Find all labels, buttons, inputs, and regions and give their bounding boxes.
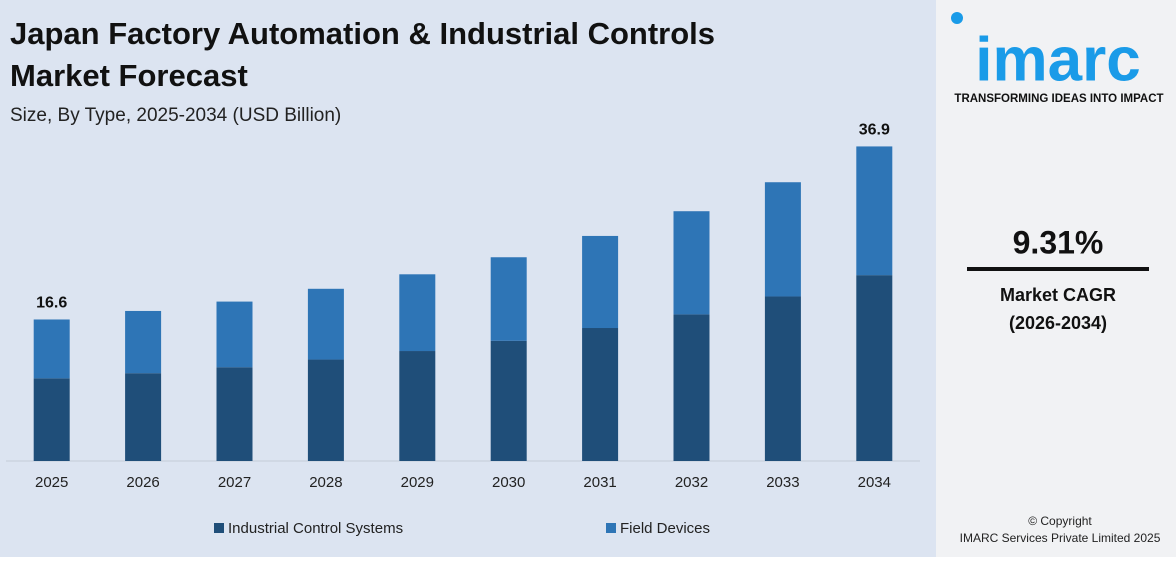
x-tick-label: 2025 xyxy=(35,474,68,491)
bar-segment xyxy=(33,319,70,379)
legend-label: Field Devices xyxy=(620,520,710,537)
total-label: 36.9 xyxy=(859,122,890,139)
bar-segment xyxy=(307,288,344,360)
bar-segment xyxy=(856,146,893,276)
total-label: 16.6 xyxy=(36,295,67,312)
bar-segment xyxy=(764,296,801,461)
bar-segment xyxy=(399,274,436,352)
x-tick-label: 2026 xyxy=(126,474,159,491)
logo-dot xyxy=(951,12,963,24)
logo: imarc xyxy=(975,25,1140,94)
bar-segment xyxy=(307,359,344,461)
x-tick-label: 2031 xyxy=(583,474,616,491)
legend-swatch xyxy=(606,523,616,533)
bar-segment xyxy=(673,211,710,315)
x-tick-label: 2028 xyxy=(309,474,342,491)
cagr-divider xyxy=(967,267,1149,271)
bar-segment xyxy=(490,340,527,461)
bar-segment xyxy=(582,235,619,329)
legend-label: Industrial Control Systems xyxy=(228,520,403,537)
cagr-value: 9.31% xyxy=(1013,224,1104,260)
bar-segment xyxy=(125,310,162,374)
bar-segment xyxy=(673,314,710,461)
x-tick-label: 2032 xyxy=(675,474,708,491)
bar-segment xyxy=(399,351,436,461)
cagr-period: (2026-2034) xyxy=(1009,313,1107,333)
chart-title: Japan Factory Automation & Industrial Co… xyxy=(10,16,715,93)
copyright: © Copyright xyxy=(1028,514,1092,528)
x-tick-label: 2030 xyxy=(492,474,525,491)
bar-segment xyxy=(216,367,253,461)
bar-segment xyxy=(764,182,801,297)
cagr-label: Market CAGR xyxy=(1000,285,1116,305)
x-tick-label: 2029 xyxy=(401,474,434,491)
chart-subtitle: Size, By Type, 2025-2034 (USD Billion) xyxy=(10,105,341,126)
bar-segment xyxy=(856,275,893,461)
bar-segment xyxy=(33,378,70,461)
tagline: TRANSFORMING IDEAS INTO IMPACT xyxy=(954,93,1163,105)
legend-swatch xyxy=(214,523,224,533)
bar-segment xyxy=(582,328,619,461)
x-tick-label: 2034 xyxy=(858,474,891,491)
bar-segment xyxy=(125,373,162,461)
bar-segment xyxy=(216,301,253,368)
x-tick-label: 2033 xyxy=(766,474,799,491)
x-tick-label: 2027 xyxy=(218,474,251,491)
sidebar-background xyxy=(936,0,1176,557)
bar-segment xyxy=(490,257,527,341)
company: IMARC Services Private Limited 2025 xyxy=(960,531,1161,545)
